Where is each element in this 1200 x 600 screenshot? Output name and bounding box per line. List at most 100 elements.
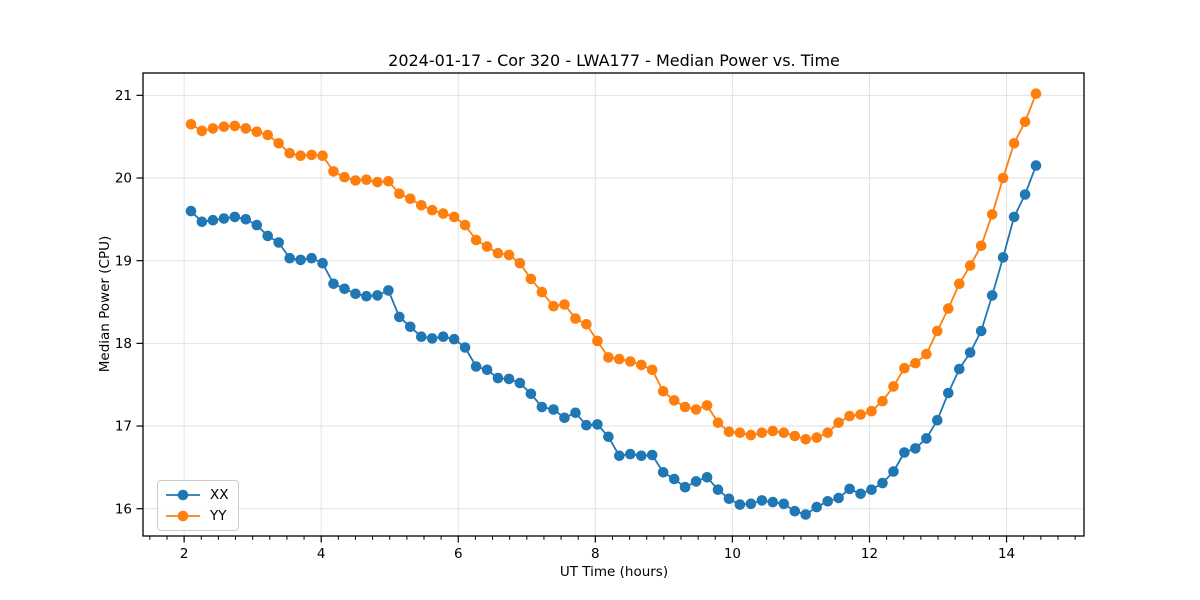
data-point-yy	[690, 404, 702, 415]
data-point-yy	[734, 427, 746, 439]
data-point-xx	[866, 484, 877, 496]
data-point-xx	[1019, 189, 1031, 200]
data-point-yy	[800, 434, 811, 445]
data-point-yy	[339, 171, 350, 183]
data-point-xx	[592, 419, 603, 430]
y-tick-label: 18	[115, 336, 132, 352]
data-point-yy	[328, 166, 339, 177]
data-point-yy	[536, 286, 548, 298]
data-point-yy	[778, 427, 790, 439]
data-point-xx	[625, 448, 636, 460]
legend-item-xx: XX	[165, 486, 229, 504]
data-point-xx	[614, 450, 625, 462]
data-point-xx	[196, 216, 208, 228]
data-point-yy	[888, 381, 899, 392]
data-point-xx	[207, 214, 219, 226]
data-point-yy	[1019, 116, 1031, 128]
data-point-yy	[185, 119, 197, 130]
data-point-xx	[295, 254, 306, 266]
data-point-xx	[416, 331, 427, 343]
x-tick-label: 12	[861, 546, 878, 562]
data-point-xx	[306, 252, 317, 264]
data-point-xx	[284, 252, 296, 264]
data-point-yy	[701, 400, 713, 411]
data-point-xx	[503, 373, 515, 385]
data-point-xx	[734, 499, 746, 510]
data-point-xx	[910, 443, 921, 454]
data-point-xx	[405, 321, 416, 333]
data-point-yy	[492, 247, 504, 259]
data-point-xx	[657, 467, 669, 478]
data-point-xx	[756, 495, 768, 506]
data-point-yy	[910, 357, 921, 369]
data-point-yy	[866, 405, 877, 417]
data-point-yy	[657, 386, 669, 397]
series-line-xx	[190, 164, 1037, 516]
data-point-xx	[525, 388, 537, 400]
data-point-yy	[470, 234, 482, 246]
data-point-xx	[350, 288, 361, 300]
data-point-xx	[778, 498, 790, 510]
data-point-yy	[833, 417, 844, 429]
data-point-yy	[877, 395, 888, 407]
data-point-yy	[811, 432, 822, 443]
data-point-yy	[997, 172, 1009, 184]
data-point-yy	[481, 241, 493, 252]
data-point-yy	[943, 303, 954, 314]
data-point-yy	[372, 176, 383, 188]
data-point-yy	[361, 174, 372, 185]
data-point-yy	[448, 211, 460, 223]
x-tick-label: 4	[317, 546, 326, 562]
data-point-yy	[559, 299, 570, 310]
data-point-xx	[712, 484, 724, 496]
y-axis-label: Median Power (CPU)	[97, 235, 113, 373]
data-point-yy	[548, 300, 559, 312]
data-point-xx	[361, 290, 372, 302]
data-point-xx	[317, 257, 328, 269]
y-tick-label: 17	[115, 419, 132, 435]
data-point-yy	[921, 348, 932, 360]
data-point-xx	[328, 278, 339, 290]
data-point-xx	[723, 493, 735, 505]
data-point-yy	[986, 209, 998, 220]
data-point-xx	[964, 347, 976, 358]
data-point-xx	[877, 477, 888, 489]
data-point-yy	[240, 123, 252, 134]
data-point-xx	[745, 498, 757, 510]
y-tick-label: 16	[115, 501, 132, 517]
legend-label-xx: XX	[210, 487, 229, 503]
data-point-xx	[426, 333, 438, 344]
data-point-yy	[514, 257, 526, 269]
data-point-xx	[185, 205, 197, 217]
data-point-yy	[306, 149, 317, 161]
data-point-xx	[229, 211, 241, 223]
series-line-yy	[190, 92, 1037, 441]
data-point-yy	[459, 219, 471, 231]
data-point-yy	[317, 150, 328, 161]
data-point-yy	[196, 125, 208, 137]
data-point-xx	[679, 481, 691, 493]
data-point-xx	[833, 492, 844, 504]
data-point-yy	[416, 200, 427, 211]
data-point-yy	[756, 427, 768, 439]
data-point-xx	[690, 476, 702, 487]
data-point-xx	[383, 285, 394, 296]
data-point-xx	[701, 472, 713, 483]
data-point-yy	[426, 204, 438, 216]
data-point-xx	[262, 230, 274, 242]
data-point-yy	[350, 175, 361, 186]
data-point-xx	[997, 252, 1009, 263]
data-point-xx	[470, 361, 482, 372]
legend-label-yy: YY	[210, 508, 227, 524]
legend-item-yy: YY	[165, 507, 229, 525]
data-point-yy	[899, 362, 910, 374]
data-point-xx	[603, 431, 614, 443]
data-point-yy	[592, 335, 603, 347]
data-point-xx	[822, 496, 833, 507]
data-point-yy	[745, 429, 757, 441]
data-point-yy	[603, 352, 614, 363]
data-point-yy	[789, 430, 801, 442]
data-point-xx	[646, 449, 658, 461]
data-point-yy	[503, 249, 515, 261]
